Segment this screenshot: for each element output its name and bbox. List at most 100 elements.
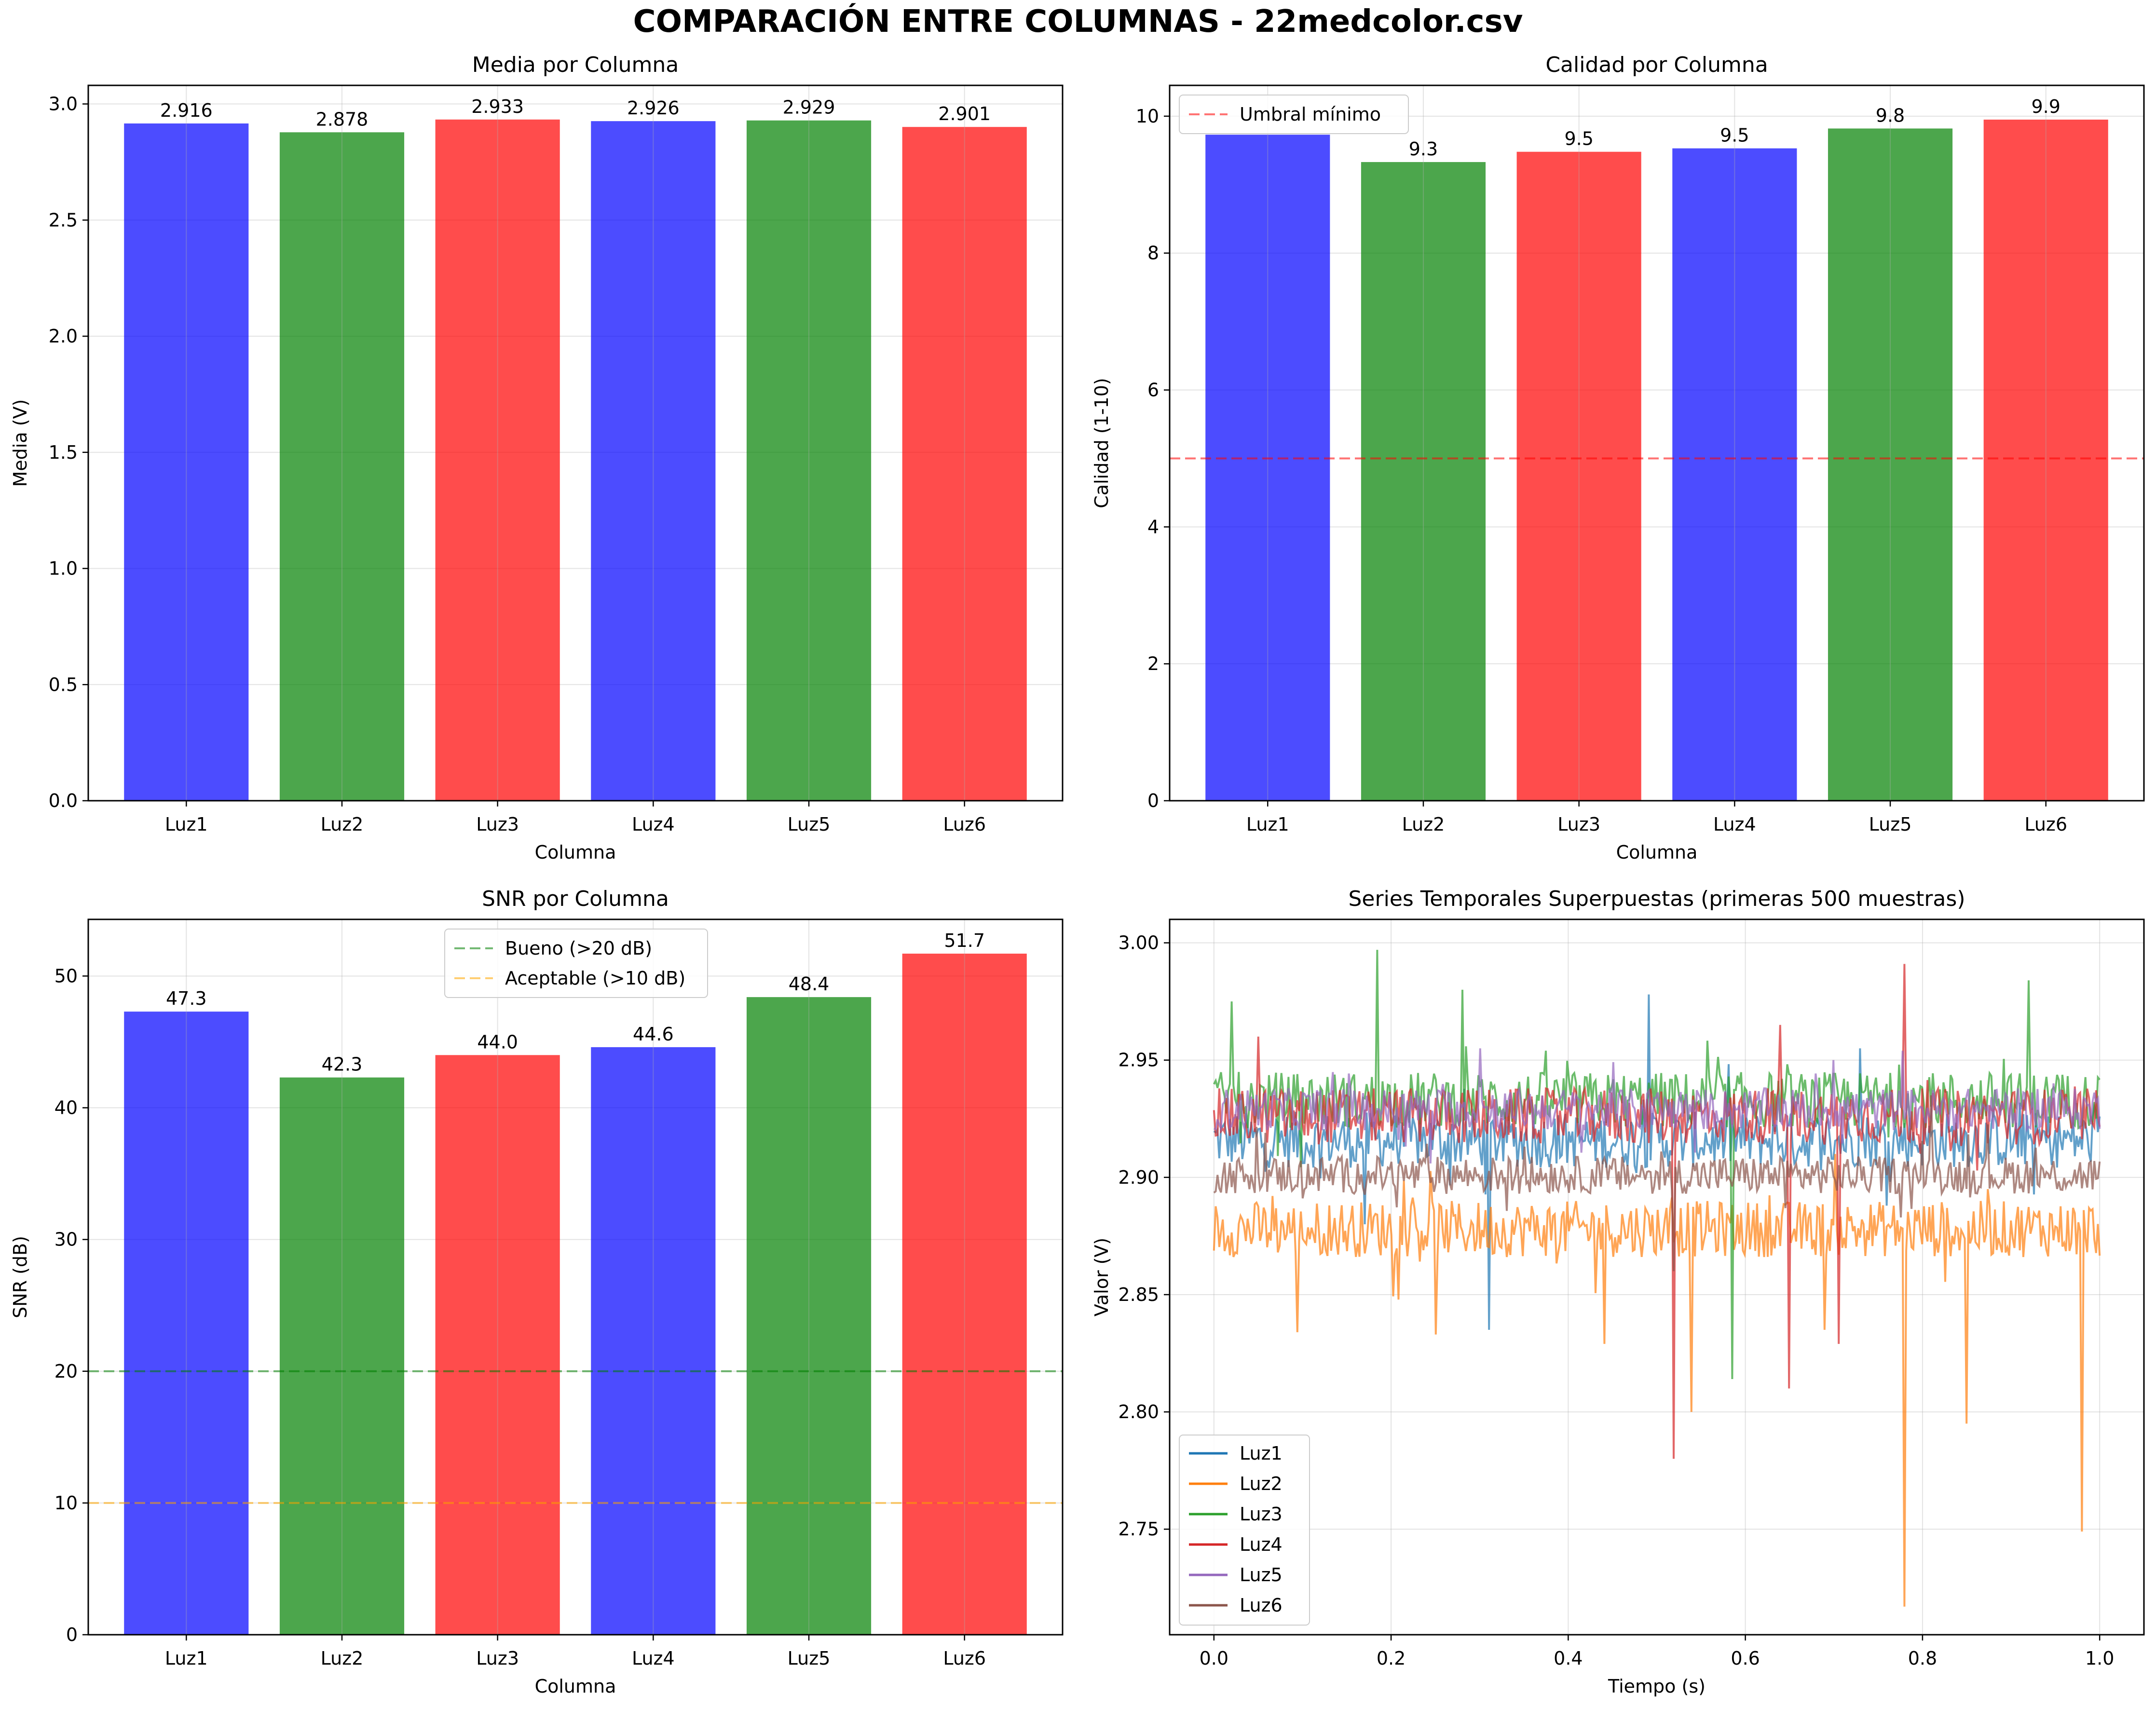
x-tick-label: Luz3 [1557, 814, 1600, 835]
x-tick-label: Luz2 [321, 814, 364, 835]
axes-frame [87, 84, 1064, 802]
bar [591, 121, 716, 801]
x-tick-label: Luz5 [788, 1648, 831, 1669]
y-tick-label: 0 [1147, 790, 1159, 811]
bar [279, 1077, 405, 1635]
panel-title: Media por Columna [472, 53, 679, 77]
y-axis-label: Calidad (1-10) [1091, 378, 1112, 508]
legend-label: Umbral mínimo [1240, 104, 1381, 125]
y-tick-label: 50 [55, 965, 78, 986]
y-tick-label: 1.5 [49, 442, 78, 463]
bar-value-label: 44.6 [633, 1024, 674, 1045]
x-tick-label: Luz2 [321, 1648, 364, 1669]
y-tick-label: 2.75 [1118, 1518, 1159, 1540]
line-chart-panel: Series Temporales Superpuestas (primeras… [1091, 887, 2145, 1697]
bar-value-label: 2.916 [160, 100, 213, 121]
y-tick-label: 2.85 [1118, 1284, 1159, 1305]
bar-value-label: 44.0 [477, 1031, 518, 1053]
y-tick-label: 2.90 [1118, 1167, 1159, 1188]
series-line-luz5 [1214, 1048, 2101, 1164]
y-tick-label: 0 [66, 1624, 78, 1645]
x-tick-label: 0.0 [1200, 1648, 1228, 1669]
bar [902, 127, 1027, 801]
bar [1205, 135, 1330, 801]
y-tick-label: 3.00 [1118, 932, 1159, 954]
bar [279, 132, 405, 801]
y-tick-label: 1.0 [49, 558, 78, 579]
legend-box [1179, 95, 1409, 134]
panel-title: Calidad por Columna [1545, 53, 1768, 77]
y-tick-label: 2 [1147, 653, 1159, 674]
x-tick-label: Luz1 [165, 814, 208, 835]
x-tick-label: Luz5 [1869, 814, 1912, 835]
legend-label: Luz2 [1240, 1473, 1283, 1494]
bar [1983, 119, 2108, 801]
y-tick-label: 8 [1147, 243, 1159, 264]
x-tick-label: Luz6 [943, 814, 986, 835]
bar-value-label: 9.3 [1409, 138, 1438, 160]
bar-value-label: 9.9 [2031, 96, 2060, 117]
bar-chart-panel: Calidad por Columna Columna Calidad (1-10)… [1091, 53, 2145, 863]
x-tick-label: Luz5 [788, 814, 831, 835]
y-tick-label: 2.5 [49, 209, 78, 231]
bar-value-label: 47.3 [166, 988, 207, 1009]
panel-title: SNR por Columna [482, 887, 669, 911]
y-axis-label: SNR (dB) [10, 1236, 31, 1318]
x-tick-label: Luz4 [632, 1648, 675, 1669]
bar-value-label: 2.929 [783, 97, 835, 118]
bar-value-label: 51.7 [944, 930, 985, 951]
x-tick-label: 1.0 [2085, 1648, 2114, 1669]
legend-label: Luz1 [1240, 1443, 1283, 1464]
series-line-luz6 [1213, 1095, 2101, 1271]
bar [1361, 162, 1486, 801]
bar-value-label: 2.933 [471, 96, 524, 117]
x-tick-label: 0.2 [1377, 1648, 1405, 1669]
x-axis-label: Columna [535, 842, 616, 863]
x-tick-label: Luz3 [476, 814, 519, 835]
bar [435, 119, 560, 801]
x-tick-label: Luz6 [2024, 814, 2067, 835]
y-tick-label: 40 [55, 1097, 78, 1119]
axes-frame [1169, 918, 2145, 1636]
x-axis-label: Columna [535, 1676, 616, 1697]
legend-label: Aceptable (>10 dB) [505, 968, 685, 989]
bar-value-label: 9.5 [1564, 128, 1593, 150]
x-axis-label: Tiempo (s) [1608, 1676, 1706, 1697]
bar-chart-panel: SNR por Columna Columna SNR (dB) 0 10 20 30 40 5… [10, 887, 1064, 1697]
y-axis-label: Valor (V) [1091, 1238, 1112, 1317]
y-tick-label: 2.0 [49, 326, 78, 347]
bar-value-label: 9.8 [1876, 105, 1905, 126]
axes-frame [87, 918, 1064, 1636]
bar [1516, 151, 1641, 801]
bar [124, 1012, 249, 1635]
bar-value-label: 9.5 [1720, 125, 1749, 146]
y-tick-label: 2.95 [1118, 1050, 1159, 1071]
x-tick-label: 0.4 [1554, 1648, 1583, 1669]
x-axis-label: Columna [1616, 842, 1698, 863]
x-tick-label: Luz4 [632, 814, 675, 835]
x-tick-label: Luz2 [1402, 814, 1445, 835]
bar-value-label: 2.901 [938, 103, 991, 124]
y-tick-label: 30 [55, 1229, 78, 1250]
legend-label: Bueno (>20 dB) [505, 938, 652, 959]
x-tick-label: Luz3 [476, 1648, 519, 1669]
bar-chart-panel: Media por Columna Columna Media (V) 0.0 0.5 1… [10, 53, 1064, 863]
y-tick-label: 3.0 [49, 94, 78, 115]
y-tick-label: 0.0 [49, 790, 78, 811]
x-tick-label: Luz1 [165, 1648, 208, 1669]
bar-value-label: 2.926 [627, 97, 680, 119]
bar-value-label: 48.4 [789, 973, 830, 995]
bar [746, 120, 872, 801]
legend-label: Luz5 [1240, 1564, 1283, 1586]
x-tick-label: 0.8 [1908, 1648, 1937, 1669]
y-tick-label: 0.5 [49, 674, 78, 695]
y-tick-label: 2.80 [1118, 1401, 1159, 1422]
legend-label: Luz4 [1240, 1534, 1283, 1555]
series-line-luz4 [1213, 964, 2101, 1459]
legend-label: Luz6 [1240, 1595, 1283, 1616]
bar [746, 997, 872, 1635]
legend-box [444, 929, 708, 998]
bar [1672, 148, 1797, 801]
x-tick-label: 0.6 [1731, 1648, 1760, 1669]
